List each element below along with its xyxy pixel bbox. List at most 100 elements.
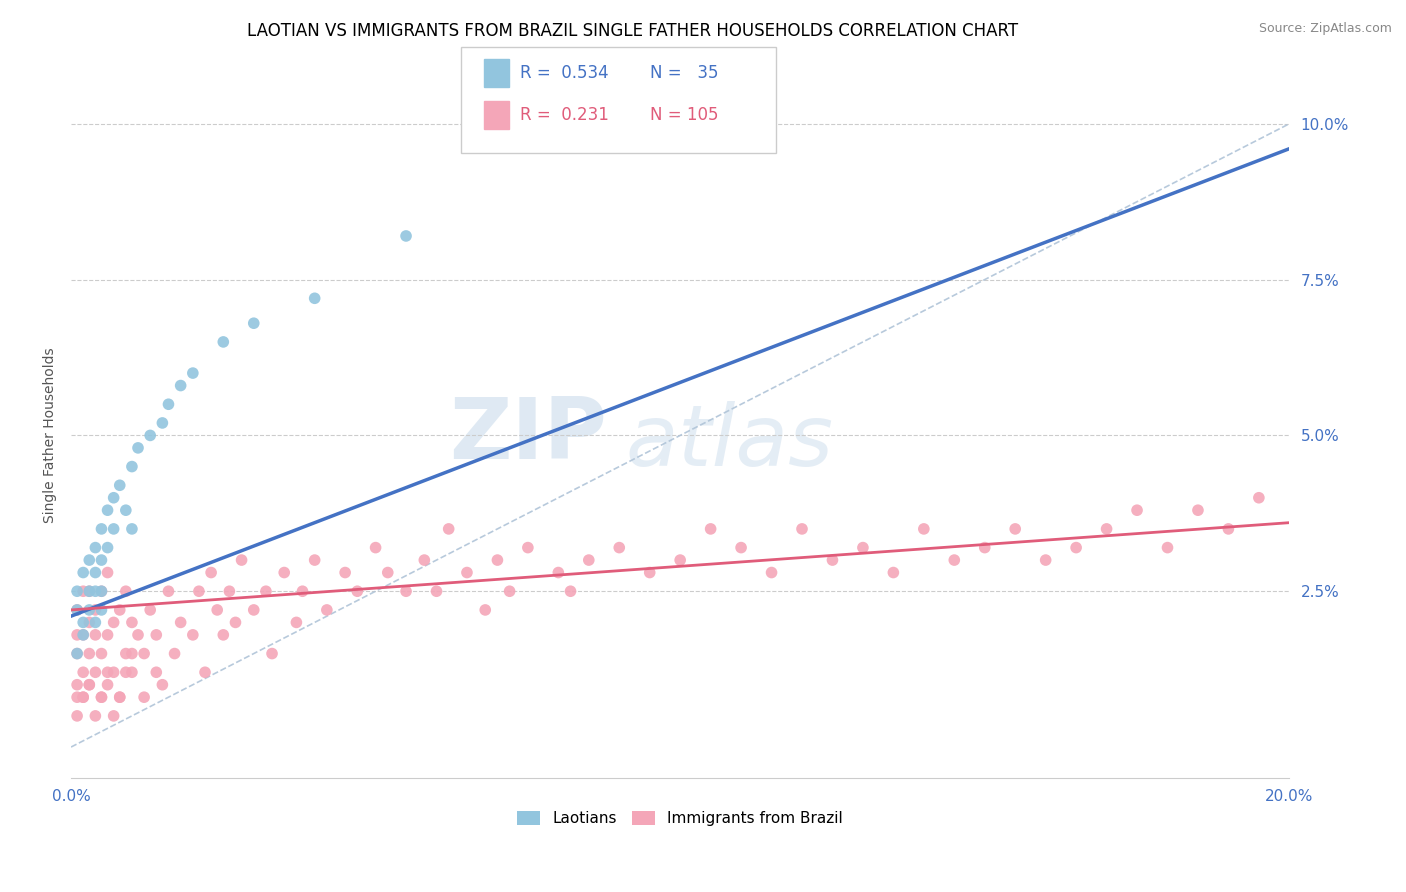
Point (90, 690, 112, 705)
Text: N =   35: N = 35 (650, 64, 718, 82)
Point (66, 628, 89, 642)
Point (90, 690, 112, 705)
Point (150, 416, 173, 430)
Point (103, 709, 125, 723)
Point (114, 584, 136, 599)
Text: LAOTIAN VS IMMIGRANTS FROM BRAZIL SINGLE FATHER HOUSEHOLDS CORRELATION CHART: LAOTIAN VS IMMIGRANTS FROM BRAZIL SINGLE… (247, 22, 1018, 40)
Point (72, 628, 94, 642)
Point (103, 665, 125, 680)
Point (84, 584, 107, 599)
Point (1247, 491, 1270, 505)
Point (72, 690, 94, 705)
Point (72, 690, 94, 705)
Point (1064, 541, 1087, 555)
Point (516, 541, 538, 555)
Point (84, 709, 107, 723)
Point (96, 566, 118, 580)
Point (1126, 503, 1149, 517)
Point (607, 541, 630, 555)
Text: R =  0.231: R = 0.231 (520, 106, 609, 124)
Point (291, 584, 314, 599)
Point (145, 665, 167, 680)
Point (79, 678, 101, 692)
Point (96, 665, 118, 680)
Point (66, 603, 89, 617)
Point (882, 566, 904, 580)
Point (730, 541, 752, 555)
Point (224, 615, 246, 630)
Point (486, 553, 509, 567)
Point (79, 647, 101, 661)
Point (66, 709, 89, 723)
Point (66, 678, 89, 692)
Point (66, 603, 89, 617)
Point (273, 566, 295, 580)
Point (79, 603, 101, 617)
Point (66, 647, 89, 661)
Point (638, 566, 661, 580)
Point (79, 553, 101, 567)
Point (395, 229, 418, 244)
Point (145, 628, 167, 642)
Point (425, 584, 447, 599)
Point (315, 603, 337, 617)
Text: atlas: atlas (626, 401, 834, 483)
Point (231, 553, 253, 567)
Point (127, 628, 149, 642)
Text: ZIP: ZIP (450, 394, 607, 477)
Point (66, 690, 89, 705)
Point (114, 647, 136, 661)
Point (96, 541, 118, 555)
Point (181, 366, 204, 380)
Point (157, 397, 180, 411)
Point (254, 584, 277, 599)
Point (79, 678, 101, 692)
Point (121, 647, 143, 661)
Point (547, 566, 569, 580)
Point (1218, 522, 1240, 536)
Point (84, 615, 107, 630)
Point (84, 541, 107, 555)
Point (212, 628, 235, 642)
Point (474, 603, 496, 617)
Point (127, 441, 149, 455)
Point (114, 665, 136, 680)
Point (121, 615, 143, 630)
Point (260, 647, 283, 661)
Point (205, 603, 228, 617)
Point (181, 628, 204, 642)
Point (212, 334, 235, 349)
Point (121, 459, 143, 474)
Point (163, 647, 186, 661)
Point (943, 553, 966, 567)
Point (169, 378, 191, 392)
Point (242, 316, 264, 330)
Point (304, 291, 326, 305)
Point (821, 553, 844, 567)
Point (578, 553, 600, 567)
Point (72, 615, 94, 630)
Point (114, 503, 136, 517)
Point (1187, 503, 1209, 517)
Point (150, 678, 173, 692)
Point (108, 478, 131, 492)
Point (194, 665, 217, 680)
Point (187, 584, 209, 599)
Point (72, 584, 94, 599)
Point (103, 615, 125, 630)
Point (121, 665, 143, 680)
Point (103, 522, 125, 536)
Point (108, 603, 131, 617)
Text: N = 105: N = 105 (650, 106, 718, 124)
Point (912, 522, 935, 536)
Point (669, 553, 692, 567)
Point (1035, 553, 1057, 567)
Point (139, 428, 162, 442)
Point (90, 603, 112, 617)
Point (108, 690, 131, 705)
Point (413, 553, 436, 567)
Point (72, 628, 94, 642)
Point (346, 584, 368, 599)
Point (456, 566, 478, 580)
Point (90, 584, 112, 599)
